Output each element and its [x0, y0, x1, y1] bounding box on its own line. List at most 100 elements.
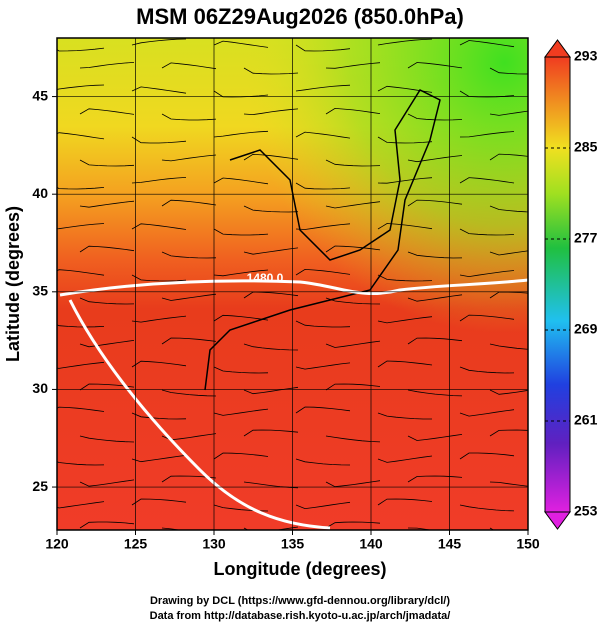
streamline [459, 314, 515, 322]
streamline [131, 412, 187, 420]
x-tick-label: 130 [202, 536, 226, 552]
y-tick-label: 45 [32, 87, 48, 103]
streamline [377, 177, 433, 184]
height-contour [59, 278, 529, 297]
streamline [377, 412, 432, 420]
y-tick-label: 35 [32, 283, 48, 299]
colorbar-tick-label: 277 [574, 230, 598, 246]
streamline [57, 501, 105, 509]
streamline [213, 408, 269, 416]
streamline [131, 454, 187, 463]
streamline [161, 293, 217, 301]
colorbar-tick-label: 253 [574, 503, 598, 519]
streamline [213, 452, 269, 460]
y-tick-label: 25 [32, 478, 48, 494]
streamline [243, 205, 299, 213]
streamline [459, 409, 515, 417]
colorbar-tick-label: 261 [574, 412, 598, 428]
streamline [131, 274, 187, 282]
x-tick-label: 135 [281, 536, 305, 552]
streamline [489, 153, 528, 161]
streamline [79, 340, 135, 348]
streamline [407, 527, 433, 530]
streamline [131, 223, 187, 230]
x-axis-label: Longitude (degrees) [213, 559, 386, 579]
streamline [377, 360, 433, 368]
streamline [213, 228, 269, 236]
streamline [213, 177, 269, 185]
streamline [57, 47, 105, 52]
streamline [161, 199, 217, 207]
streamline [131, 86, 187, 94]
streamline [295, 182, 351, 190]
contour-label: 1480.0 [247, 271, 284, 285]
streamline [131, 136, 187, 144]
colorbar-top-arrow [544, 39, 571, 58]
streamline [407, 199, 463, 207]
streamline [295, 362, 351, 370]
x-tick-label: 125 [124, 536, 148, 552]
streamline [407, 155, 463, 163]
streamline [131, 177, 187, 184]
streamline [295, 131, 351, 139]
streamline [295, 223, 351, 230]
streamline [79, 62, 135, 69]
streamline [213, 269, 269, 277]
streamline [57, 324, 105, 328]
streamline [459, 131, 515, 138]
streamline [295, 84, 351, 92]
streamline [489, 67, 528, 75]
streamline [489, 110, 528, 116]
streamline [243, 526, 299, 530]
streamline [131, 38, 187, 46]
streamline [79, 245, 135, 253]
y-tick-label: 30 [32, 380, 48, 396]
streamline [489, 250, 528, 256]
streamline [459, 504, 515, 512]
streamline [161, 337, 217, 345]
streamline [407, 434, 463, 441]
streamline [407, 475, 463, 483]
streamline [161, 62, 217, 70]
streamline [295, 501, 351, 510]
streamline [377, 316, 433, 324]
streamline [57, 132, 105, 140]
streamline [161, 527, 182, 530]
streamline [161, 251, 217, 259]
streamline [489, 429, 528, 437]
streamline [459, 40, 515, 48]
streamline [79, 521, 135, 529]
streamline [295, 320, 351, 328]
colorbar [544, 56, 571, 513]
colorbar-tick-label: 269 [574, 321, 598, 337]
x-tick-label: 140 [359, 536, 383, 552]
x-tick-label: 150 [516, 536, 540, 552]
streamline [459, 452, 515, 460]
streamline [407, 389, 463, 397]
streamline [213, 130, 269, 138]
streamline [407, 62, 463, 69]
streamline [213, 366, 269, 374]
coastline [204, 89, 441, 391]
streamline [243, 343, 299, 351]
streamline [407, 294, 463, 302]
streamline [57, 361, 105, 369]
x-tick-label: 120 [45, 536, 69, 552]
streamline [295, 44, 351, 52]
streamline [489, 481, 528, 487]
streamline [79, 108, 135, 115]
streamline [131, 498, 187, 506]
streamline [295, 458, 351, 466]
y-axis-label: Latitude (degrees) [3, 206, 23, 362]
colorbar-bottom-arrow [544, 511, 571, 530]
streamline [459, 228, 515, 236]
streamline [243, 386, 299, 395]
streamline [57, 223, 105, 230]
footer-line: Data from http://database.rish.kyoto-u.a… [150, 610, 451, 622]
streamline [243, 67, 299, 75]
streamline [213, 40, 269, 48]
streamline [407, 251, 463, 259]
streamline [459, 270, 515, 278]
streamline [459, 177, 515, 184]
